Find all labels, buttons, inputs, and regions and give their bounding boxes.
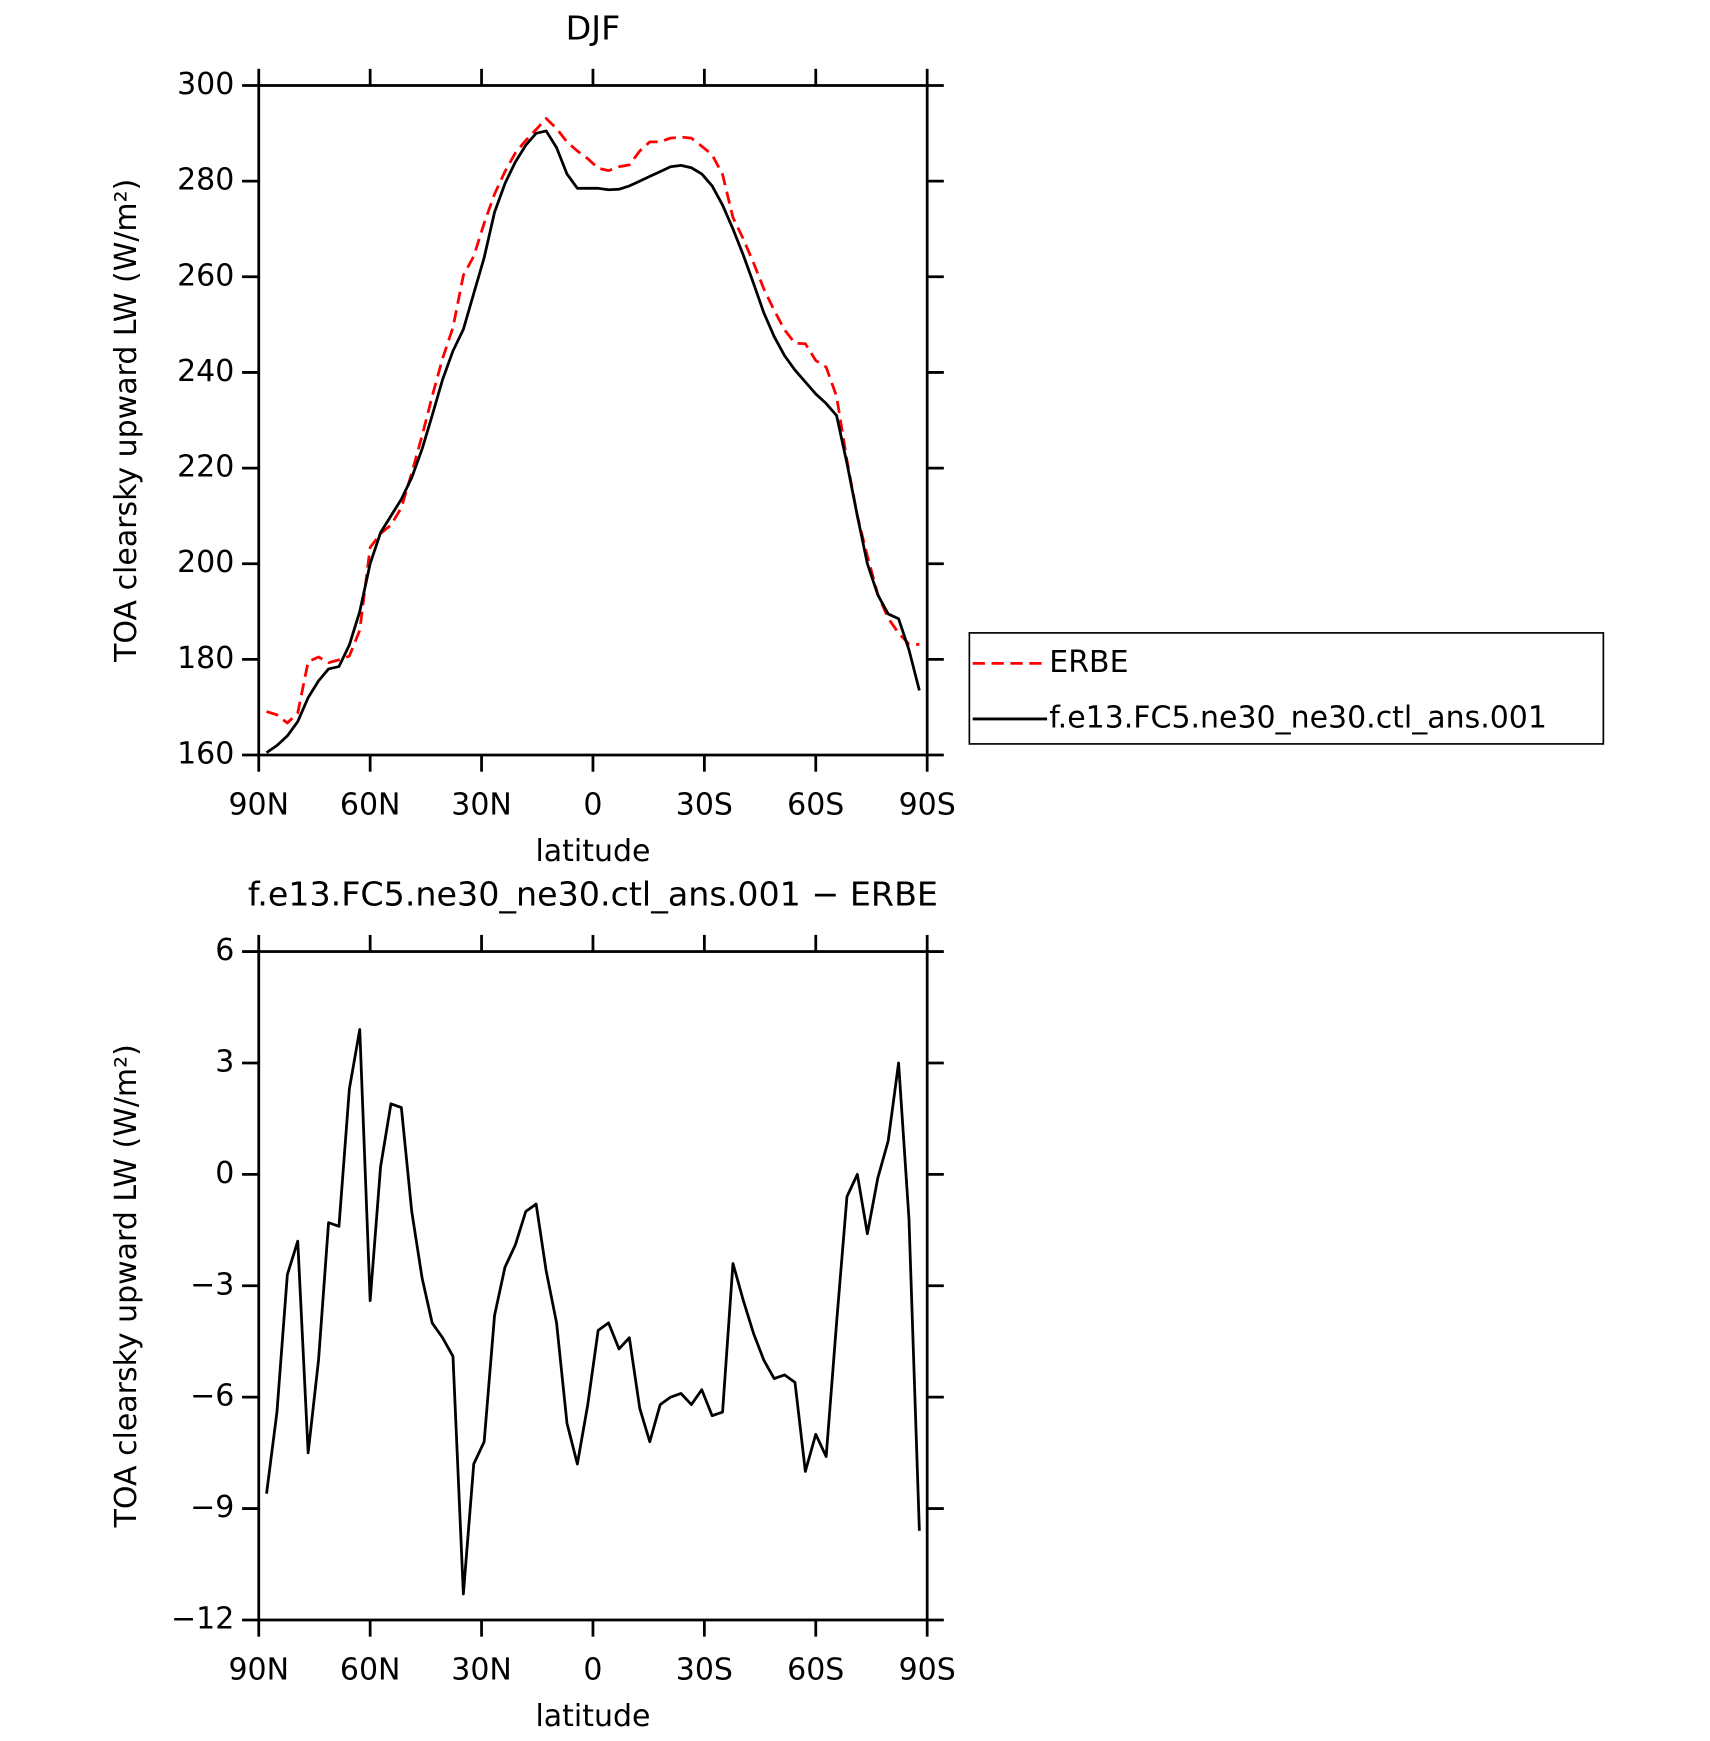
legend: ERBE f.e13.FC5.ne30_ne30.ctl_ans.001: [968, 632, 1605, 745]
x-tick-label: 60S: [787, 788, 844, 823]
y-tick-label: 260: [177, 258, 234, 293]
y-axis-label: TOA clearsky upward LW (W/m²): [109, 179, 144, 663]
y-tick-label: 0: [215, 1156, 234, 1191]
y-tick-label: 6: [215, 933, 234, 968]
y-axis-label: TOA clearsky upward LW (W/m²): [109, 1044, 144, 1528]
y-tick-label: −3: [190, 1267, 234, 1302]
x-tick-label: 30N: [451, 1653, 512, 1688]
x-tick-label: 90N: [228, 1653, 289, 1688]
x-tick-label: 60N: [340, 788, 401, 823]
plot-frame: [257, 84, 929, 757]
legend-label: f.e13.FC5.ne30_ne30.ctl_ans.001: [1049, 700, 1547, 735]
chart-title: f.e13.FC5.ne30_ne30.ctl_ans.001 − ERBE: [248, 875, 938, 914]
x-tick-label: 30S: [676, 788, 733, 823]
series-line: [265, 129, 921, 754]
y-tick-label: 240: [177, 354, 234, 389]
legend-box: [968, 632, 1605, 745]
x-tick-label: 90N: [228, 788, 289, 823]
x-axis-label: latitude: [535, 834, 650, 869]
x-tick-label: 0: [583, 788, 602, 823]
x-axis-label: latitude: [535, 1699, 650, 1734]
y-tick-label: 160: [177, 737, 234, 772]
chart-title: DJF: [566, 8, 621, 47]
y-tick-label: 180: [177, 641, 234, 676]
x-tick-label: 0: [583, 1653, 602, 1688]
y-tick-label: 200: [177, 545, 234, 580]
y-tick-label: −6: [190, 1379, 234, 1414]
y-tick-label: 300: [177, 67, 234, 102]
series-line: [266, 117, 920, 725]
x-tick-label: 30S: [676, 1653, 733, 1688]
series-line: [265, 1028, 921, 1596]
y-tick-label: −9: [190, 1490, 234, 1525]
y-tick-label: 220: [177, 450, 234, 485]
x-tick-label: 30N: [451, 788, 512, 823]
y-tick-label: 280: [177, 163, 234, 198]
x-tick-label: 60N: [340, 1653, 401, 1688]
x-tick-label: 90S: [899, 788, 956, 823]
x-tick-label: 90S: [899, 1653, 956, 1688]
legend-label: ERBE: [1049, 645, 1128, 680]
y-tick-label: 3: [215, 1044, 234, 1079]
x-tick-label: 60S: [787, 1653, 844, 1688]
plot-frame: [257, 950, 929, 1622]
y-tick-label: −12: [171, 1601, 234, 1636]
